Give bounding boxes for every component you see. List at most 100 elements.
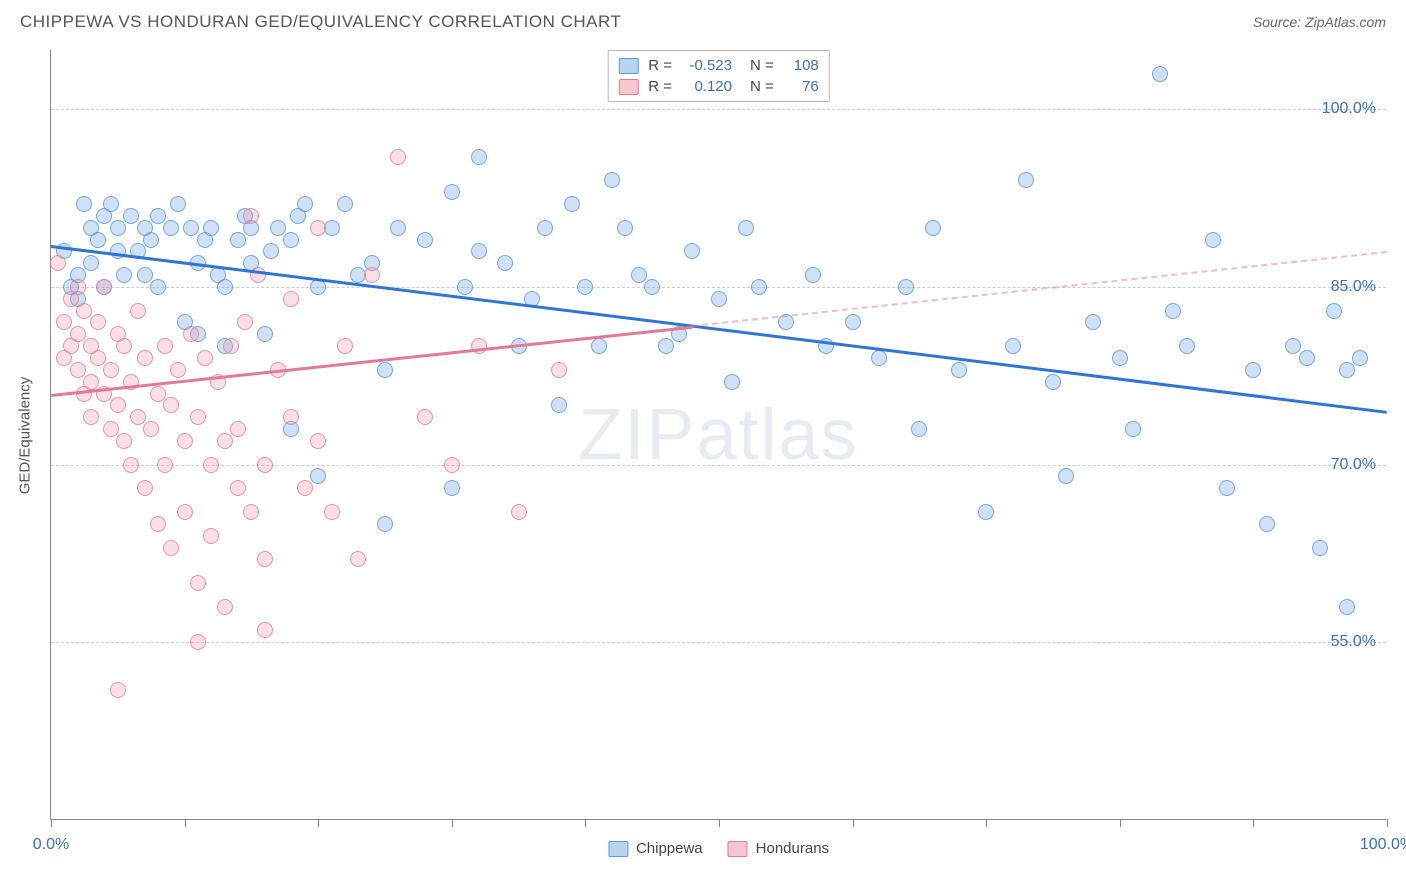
data-point — [1205, 232, 1221, 248]
x-tick-label: 100.0% — [1360, 836, 1406, 854]
data-point — [417, 409, 433, 425]
data-point — [243, 208, 259, 224]
data-point — [116, 267, 132, 283]
data-point — [203, 220, 219, 236]
data-point — [177, 504, 193, 520]
data-point — [417, 232, 433, 248]
data-point — [83, 255, 99, 271]
r-label: R = — [648, 78, 672, 95]
data-point — [1165, 303, 1181, 319]
data-point — [444, 457, 460, 473]
data-point — [1085, 314, 1101, 330]
gridline — [51, 642, 1386, 643]
data-point — [70, 279, 86, 295]
legend-series-item: Hondurans — [728, 840, 829, 857]
data-point — [471, 149, 487, 165]
data-point — [925, 220, 941, 236]
data-point — [83, 409, 99, 425]
data-point — [1339, 362, 1355, 378]
trend-line-dashed — [692, 251, 1387, 327]
data-point — [130, 303, 146, 319]
data-point — [137, 267, 153, 283]
data-point — [390, 149, 406, 165]
data-point — [257, 551, 273, 567]
data-point — [90, 314, 106, 330]
data-point — [163, 397, 179, 413]
data-point — [1312, 540, 1328, 556]
data-point — [190, 575, 206, 591]
data-point — [1245, 362, 1261, 378]
data-point — [230, 232, 246, 248]
data-point — [283, 291, 299, 307]
data-point — [197, 350, 213, 366]
data-point — [978, 504, 994, 520]
data-point — [96, 279, 112, 295]
data-point — [203, 457, 219, 473]
legend-stats-row: R =0.120N =76 — [618, 76, 819, 97]
data-point — [116, 338, 132, 354]
data-point — [157, 338, 173, 354]
trend-line — [51, 245, 1387, 413]
data-point — [230, 480, 246, 496]
data-point — [103, 421, 119, 437]
x-tick — [719, 819, 720, 827]
x-tick — [185, 819, 186, 827]
x-tick — [1387, 819, 1388, 827]
data-point — [217, 279, 233, 295]
data-point — [257, 457, 273, 473]
data-point — [217, 433, 233, 449]
data-point — [297, 480, 313, 496]
legend-series: ChippewaHondurans — [608, 840, 829, 857]
data-point — [283, 232, 299, 248]
data-point — [604, 172, 620, 188]
data-point — [911, 421, 927, 437]
gridline — [51, 287, 1386, 288]
legend-stats: R =-0.523N =108R =0.120N =76 — [607, 50, 830, 102]
data-point — [805, 267, 821, 283]
data-point — [177, 433, 193, 449]
data-point — [1018, 172, 1034, 188]
data-point — [871, 350, 887, 366]
x-tick — [853, 819, 854, 827]
data-point — [170, 362, 186, 378]
data-point — [1058, 468, 1074, 484]
data-point — [50, 255, 66, 271]
x-tick — [452, 819, 453, 827]
data-point — [564, 196, 580, 212]
legend-stats-row: R =-0.523N =108 — [618, 55, 819, 76]
data-point — [70, 326, 86, 342]
data-point — [123, 457, 139, 473]
data-point — [364, 267, 380, 283]
data-point — [724, 374, 740, 390]
data-point — [324, 504, 340, 520]
data-point — [1112, 350, 1128, 366]
data-point — [1326, 303, 1342, 319]
data-point — [1352, 350, 1368, 366]
data-point — [183, 326, 199, 342]
data-point — [143, 232, 159, 248]
data-point — [230, 421, 246, 437]
data-point — [110, 220, 126, 236]
data-point — [631, 267, 647, 283]
data-point — [711, 291, 727, 307]
data-point — [644, 279, 660, 295]
data-point — [243, 504, 259, 520]
data-point — [76, 196, 92, 212]
data-point — [1005, 338, 1021, 354]
data-point — [103, 362, 119, 378]
data-point — [1299, 350, 1315, 366]
data-point — [90, 232, 106, 248]
n-label: N = — [750, 57, 774, 74]
y-axis-label-container: GED/Equivalency — [10, 50, 40, 820]
data-point — [1285, 338, 1301, 354]
data-point — [551, 397, 567, 413]
data-point — [497, 255, 513, 271]
data-point — [617, 220, 633, 236]
data-point — [270, 220, 286, 236]
data-point — [537, 220, 553, 236]
data-point — [150, 208, 166, 224]
legend-swatch — [608, 841, 628, 857]
x-tick — [318, 819, 319, 827]
gridline — [51, 109, 1386, 110]
data-point — [56, 314, 72, 330]
